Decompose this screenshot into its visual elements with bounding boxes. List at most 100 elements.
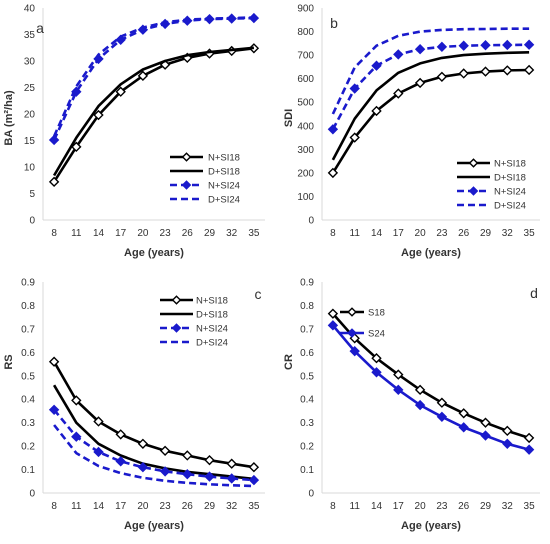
legend: N+SI18 D+SI18 N+SI24 D+SI24 (457, 158, 526, 212)
panel-letter: d (530, 285, 538, 301)
y-tick-label: 300 (297, 145, 314, 156)
y-tick-label: 100 (297, 192, 314, 203)
data-point-marker (115, 86, 126, 97)
series-line (53, 424, 254, 488)
legend-label: D+SI18 (494, 173, 526, 184)
legend: N+SI18 D+SI18 N+SI24 D+SI24 (160, 295, 228, 349)
x-tick-label: 20 (415, 501, 427, 512)
data-point-marker (349, 345, 360, 357)
x-tick-label: 23 (436, 228, 448, 239)
series-line (52, 384, 255, 481)
legend-label: D+SI24 (196, 338, 228, 349)
legend: N+SI18 D+SI18 N+SI24 D+SI24 (170, 152, 240, 206)
data-point-marker (48, 176, 60, 188)
x-tick-label: 26 (458, 501, 470, 512)
data-point-marker (137, 438, 149, 449)
x-tick-label: 8 (330, 228, 336, 239)
x-tick-label: 8 (51, 501, 57, 512)
y-tick-label: 0.1 (21, 465, 35, 476)
legend-marker (181, 152, 192, 162)
data-point-marker (182, 469, 193, 480)
y-tick-label: 30 (24, 57, 36, 68)
legend-marker (468, 158, 479, 168)
data-point-marker (458, 408, 469, 419)
legend-label: N+SI18 (196, 296, 228, 307)
series-s24 (327, 320, 535, 455)
x-tick-label: 35 (524, 228, 536, 239)
y-tick-label: 40 (24, 4, 36, 15)
legend-marker (347, 328, 357, 338)
y-tick-label: 500 (297, 98, 314, 109)
chart-panel-a: 0 5 10 15 20 25 30 35 40 8 11 14 17 20 23 26 29 32 35 Age (… (3, 4, 265, 259)
series-line (53, 408, 254, 482)
y-axis-title: RS (3, 354, 15, 369)
data-point-marker (159, 445, 171, 456)
legend-marker (468, 186, 479, 196)
x-tick-label: 32 (226, 228, 238, 239)
series-line (331, 27, 530, 115)
data-point-marker (93, 446, 104, 458)
y-axis-title: SDI (283, 109, 295, 127)
data-point-marker (480, 66, 491, 77)
legend-label: N+SI18 (208, 153, 240, 164)
data-point-marker (393, 88, 404, 99)
data-point-marker (137, 462, 149, 473)
y-tick-label: 35 (24, 30, 36, 41)
data-point-marker (523, 444, 535, 455)
x-tick-label: 11 (350, 501, 361, 512)
legend-label: N+SI24 (494, 187, 526, 198)
legend-marker (181, 180, 192, 190)
series-line (52, 361, 255, 469)
x-axis-title: Age (years) (401, 520, 461, 532)
data-point-marker (204, 471, 215, 482)
x-tick-label: 11 (71, 228, 82, 239)
data-point-marker (93, 109, 104, 121)
data-point-marker (480, 417, 491, 428)
y-tick-label: 0.7 (21, 324, 35, 335)
data-point-marker (248, 474, 260, 486)
data-point-marker (523, 432, 535, 444)
x-tick-label: 17 (115, 501, 127, 512)
data-point-marker (502, 65, 513, 76)
y-tick-label: 0.6 (21, 348, 35, 359)
data-point-marker (414, 77, 426, 89)
data-point-marker (226, 473, 237, 484)
y-tick-label: 0.5 (21, 371, 35, 382)
data-point-marker (458, 68, 469, 79)
x-tick-label: 14 (93, 228, 105, 239)
y-tick-label: 0.7 (300, 324, 314, 335)
y-tick-label: 0.4 (21, 395, 35, 406)
x-tick-label: 26 (458, 228, 470, 239)
x-tick-label: 20 (137, 228, 149, 239)
legend-label: S18 (368, 308, 385, 319)
x-tick-label: 14 (371, 501, 383, 512)
data-point-marker (327, 124, 339, 135)
y-tick-label: 0 (308, 216, 314, 227)
y-tick-label: 0.5 (300, 371, 314, 382)
x-tick-label: 11 (350, 228, 361, 239)
data-point-marker (71, 395, 82, 406)
x-tick-label: 20 (137, 501, 149, 512)
legend-marker (347, 307, 357, 317)
data-point-marker (115, 456, 126, 467)
y-tick-label: 15 (24, 136, 36, 147)
y-tick-label: 0 (29, 216, 35, 227)
data-point-marker (115, 34, 126, 45)
data-point-marker (327, 167, 339, 179)
data-point-marker (371, 105, 382, 117)
y-tick-label: 700 (297, 51, 314, 62)
data-point-marker (393, 49, 404, 60)
legend-label: N+SI24 (208, 181, 240, 192)
legend-label: D+SI18 (208, 167, 240, 178)
chart-panel-b: 0 100 200 300 400 500 600 700 800 900 8 11 14 17 20 23 2… (283, 4, 540, 259)
x-axis-title: Age (years) (124, 520, 184, 532)
data-point-marker (48, 356, 60, 367)
x-tick-label: 29 (204, 228, 216, 239)
series-d-si24 (53, 424, 254, 488)
series-line (331, 324, 530, 451)
y-tick-label: 0.3 (21, 418, 35, 429)
data-point-marker (436, 41, 448, 53)
data-point-marker (48, 134, 60, 146)
data-point-marker (248, 462, 260, 473)
